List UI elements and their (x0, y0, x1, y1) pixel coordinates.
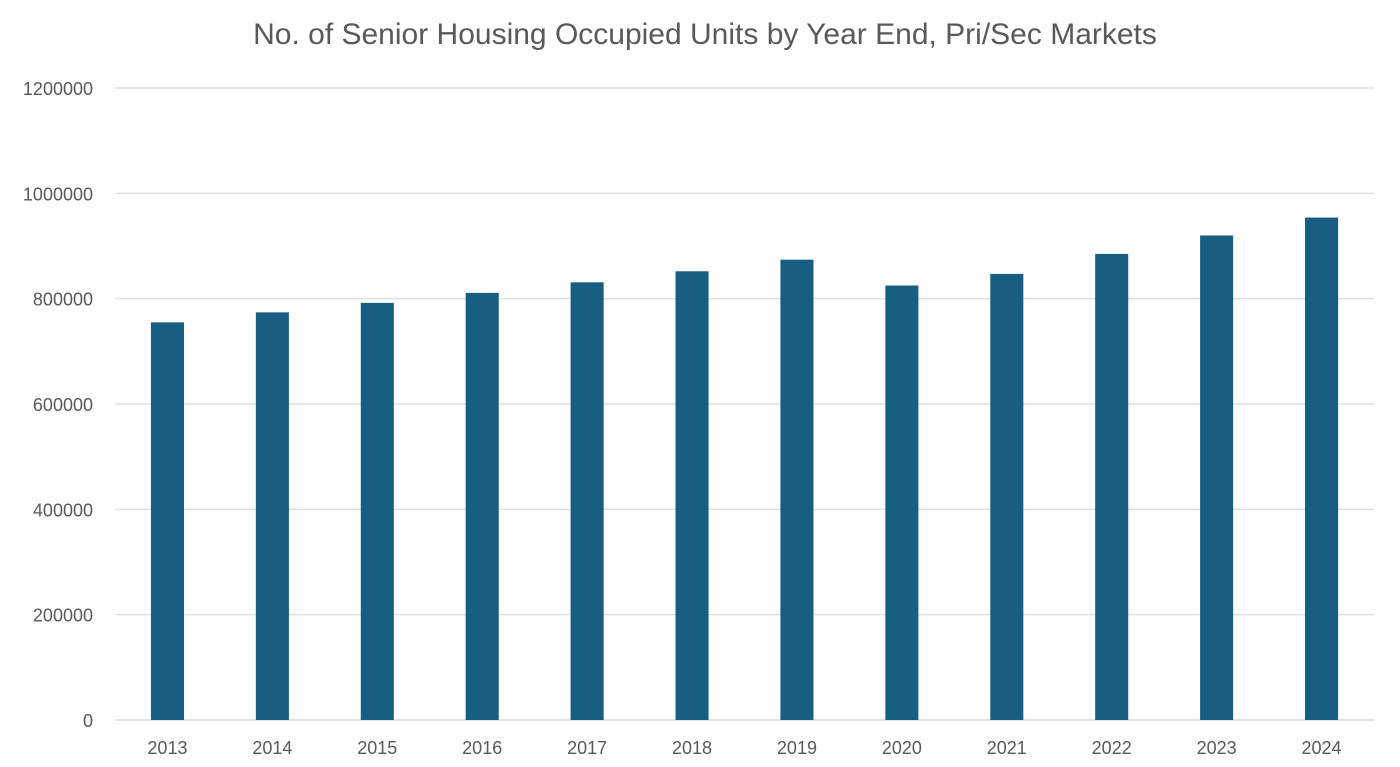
y-tick-label: 400000 (33, 500, 93, 520)
x-tick-label: 2014 (252, 738, 292, 758)
x-tick-label: 2024 (1302, 738, 1342, 758)
x-tick-label: 2017 (567, 738, 607, 758)
y-tick-label: 600000 (33, 395, 93, 415)
y-axis-tick-labels: 0 200000 400000 600000 800000 1000000 1200000 (23, 79, 93, 731)
x-tick-label: 2020 (882, 738, 922, 758)
y-tick-label: 200000 (33, 606, 93, 626)
x-tick-label: 2015 (357, 738, 397, 758)
bar-2021 (990, 273, 1024, 720)
bar-2017 (570, 282, 604, 720)
bar-2013 (150, 322, 184, 720)
x-tick-label: 2018 (672, 738, 712, 758)
bar-2014 (255, 312, 289, 720)
x-tick-label: 2019 (777, 738, 817, 758)
x-axis-tick-labels: 2013 2014 2015 2016 2017 2018 2019 2020 2021 2022… (147, 738, 1341, 758)
y-tick-label: 1000000 (23, 184, 93, 204)
bar-2022 (1095, 253, 1129, 720)
x-tick-label: 2016 (462, 738, 502, 758)
x-tick-label: 2013 (147, 738, 187, 758)
bar-2024 (1305, 217, 1339, 720)
bar-2015 (360, 302, 394, 720)
bar-2023 (1200, 235, 1234, 720)
bar-2019 (780, 259, 814, 720)
x-tick-label: 2023 (1197, 738, 1237, 758)
bars (150, 217, 1339, 720)
gridlines (115, 87, 1374, 721)
y-tick-label: 800000 (33, 290, 93, 310)
chart-title: No. of Senior Housing Occupied Units by … (253, 18, 1157, 51)
bar-2018 (675, 271, 709, 720)
x-tick-label: 2022 (1092, 738, 1132, 758)
x-tick-label: 2021 (987, 738, 1027, 758)
y-tick-label: 1200000 (23, 79, 93, 99)
bar-2020 (885, 285, 919, 720)
bar-2016 (465, 292, 499, 720)
y-tick-label: 0 (83, 711, 93, 731)
